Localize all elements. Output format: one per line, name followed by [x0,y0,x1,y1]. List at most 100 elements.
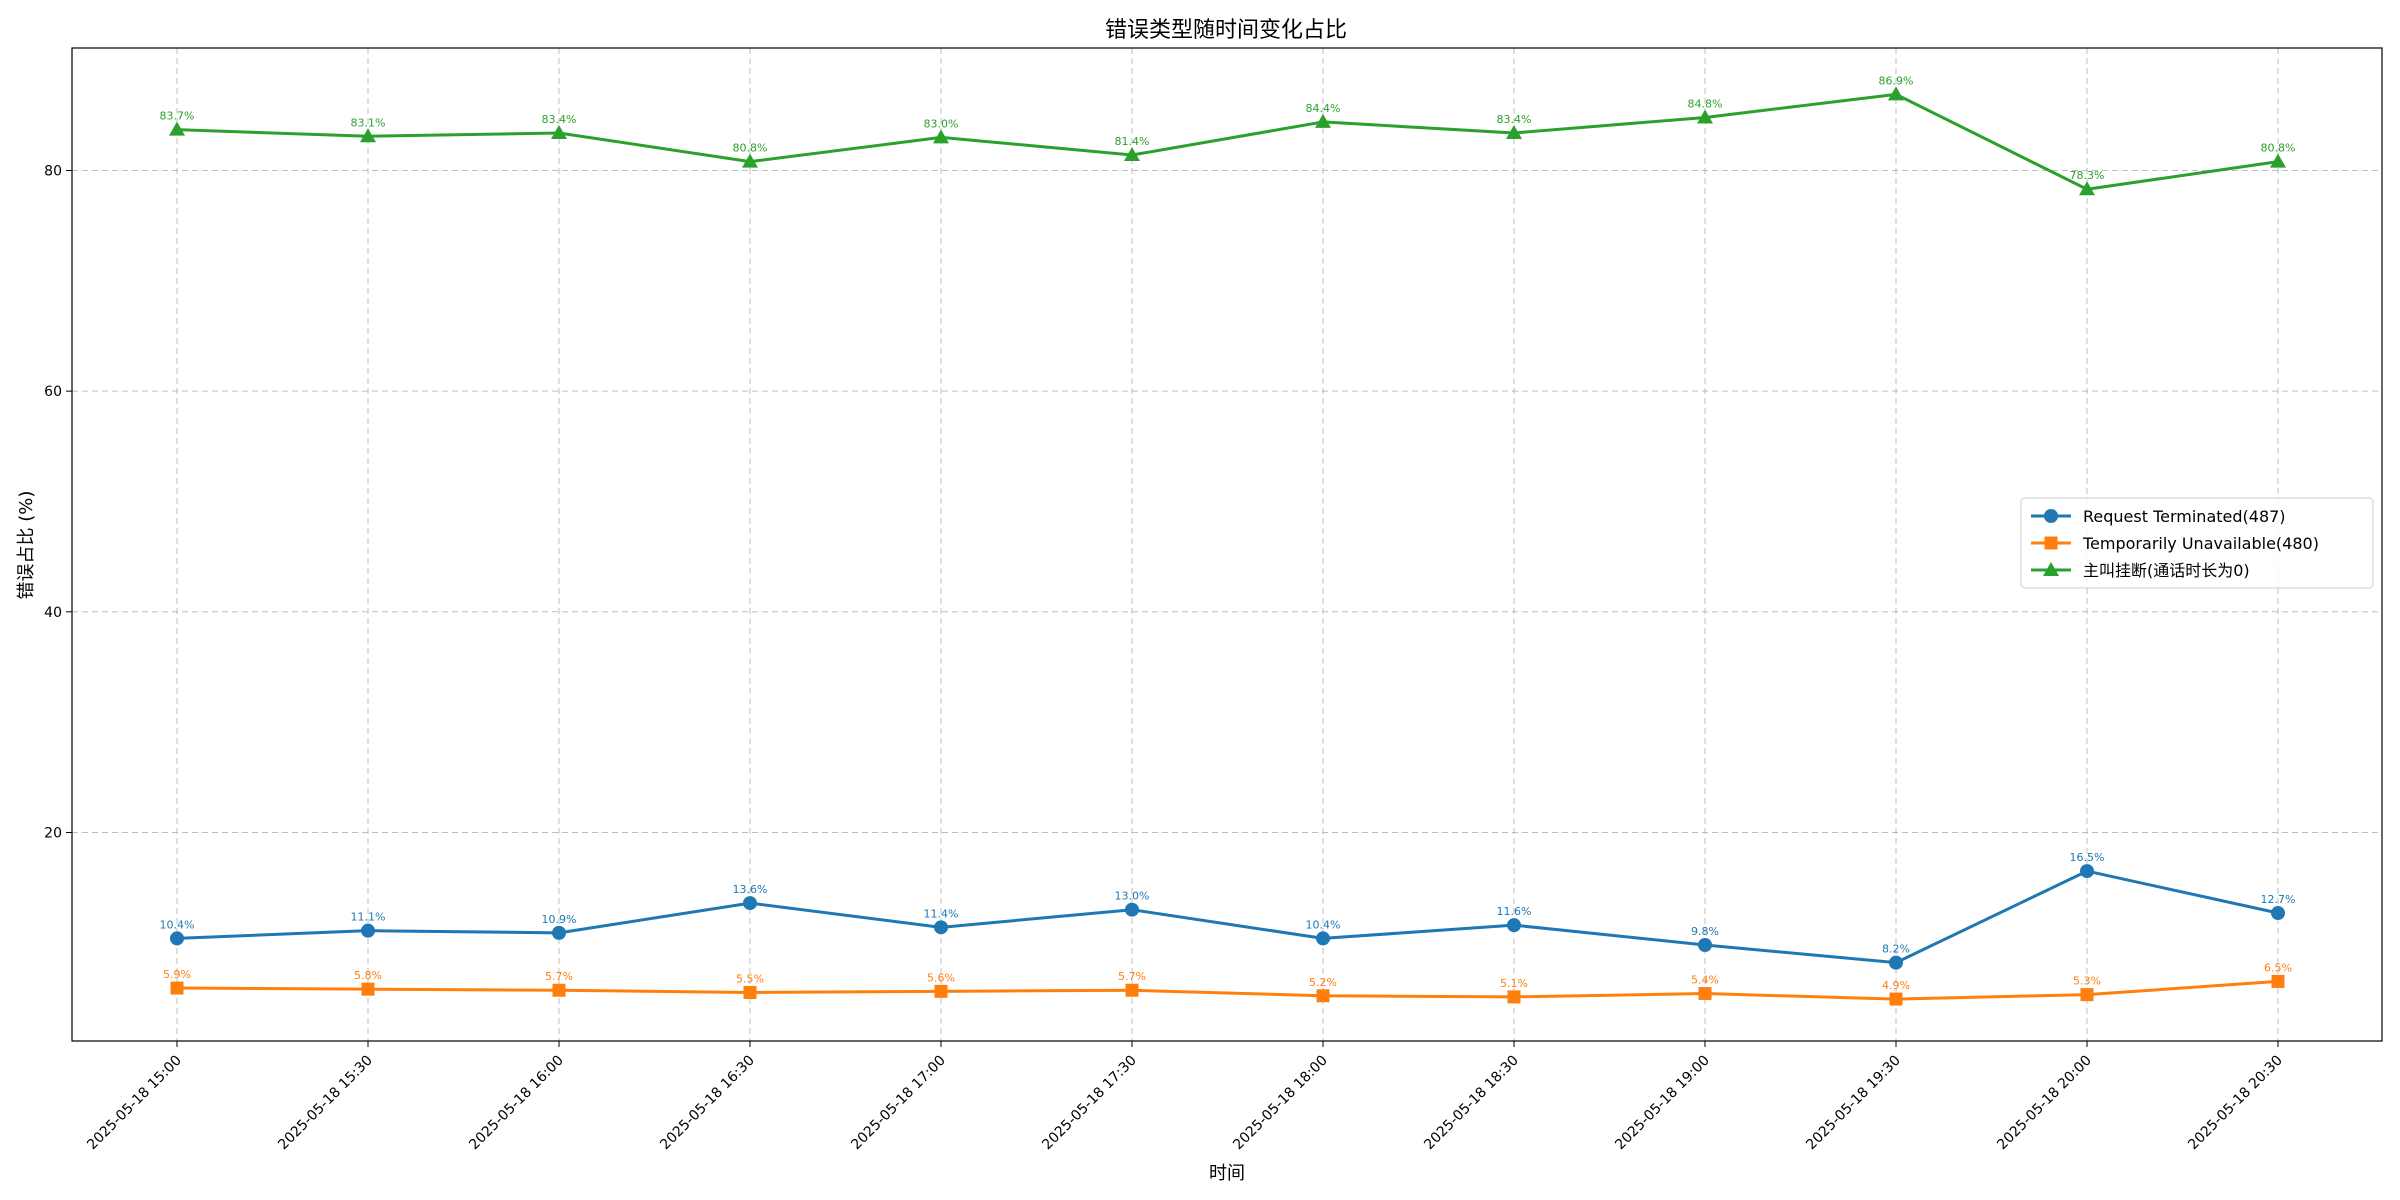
data-point [360,128,376,143]
data-label: 5.1% [1500,977,1528,990]
data-point [361,982,375,996]
data-label: 10.4% [1306,918,1341,931]
data-label: 11.1% [351,911,386,924]
data-point [1889,992,1903,1006]
legend-marker [2043,562,2059,576]
chart-title: 错误类型随时间变化占比 [1105,18,1347,43]
data-point [2080,988,2094,1002]
data-point [934,984,948,998]
data-label: 81.4% [1115,135,1150,148]
data-label: 78.3% [2070,169,2105,182]
series-line [176,979,2279,1001]
y-tick-label: 60 [44,384,62,400]
data-point [1698,938,1712,953]
data-label: 11.4% [924,907,959,920]
y-axis-label: 错误占比 (%) [16,491,37,600]
data-label: 84.8% [1688,98,1723,111]
x-tick-label: 2025-05-18 18:00 [1230,1053,1331,1154]
data-label: 5.7% [545,970,573,983]
data-point [2270,153,2286,168]
x-tick-label: 2025-05-18 20:00 [1994,1053,2095,1154]
series-1: 10.4% 11.1% 10.9% 13.6% 11.4% 13.0% 10.4% 11.6%… [160,851,2296,970]
legend: Request Terminated(487) Temporarily Unava… [2020,497,2374,589]
data-point [743,985,757,999]
data-label: 83.1% [351,116,386,129]
x-tick-label: 2025-05-18 17:30 [1039,1053,1140,1154]
data-label: 10.4% [160,918,195,931]
data-label: 83.4% [1497,113,1532,126]
data-label: 5.6% [927,971,955,984]
series-3: 83.7% 83.1% 83.4% 80.8% 83.0% 81.4% 84.4% 83.4%… [160,74,2296,196]
data-point [361,923,375,938]
data-point [552,983,566,997]
x-tick-label: 2025-05-18 18:30 [1421,1053,1522,1154]
data-point [551,124,567,139]
legend-label: Temporarily Unavailable(480) [2082,534,2319,553]
legend-item: Request Terminated(487) [2031,507,2286,526]
data-label: 5.8% [354,969,382,982]
data-label: 83.0% [924,117,959,130]
series-line [176,92,2279,191]
axis-layer: 2025-05-18 15:00 2025-05-18 15:30 2025-05-… [44,163,2286,1153]
data-point [743,896,757,911]
data-point [1316,931,1330,946]
data-point [933,129,949,144]
data-label: 83.4% [542,113,577,126]
series-line [176,869,2279,965]
data-point [170,931,184,946]
data-point [2080,864,2094,879]
data-label: 11.6% [1497,905,1532,918]
x-axis-label: 时间 [1209,1163,1245,1184]
data-label: 5.4% [1691,974,1719,987]
data-label: 83.7% [160,110,195,123]
legend-marker [2044,509,2058,523]
data-label: 5.2% [1309,976,1337,989]
plot-frame [71,47,2383,1042]
y-tick-label: 40 [44,605,62,621]
data-label: 12.7% [2261,893,2296,906]
data-point [1889,955,1903,970]
data-label: 5.3% [2073,975,2101,988]
data-label: 80.8% [2261,142,2296,155]
grid-layer [72,48,2382,1041]
data-label: 6.5% [2264,961,2292,974]
data-point [1316,989,1330,1003]
data-label: 9.8% [1691,925,1719,938]
x-tick-label: 2025-05-18 15:30 [275,1053,376,1154]
data-point [1125,983,1139,997]
x-tick-label: 2025-05-18 15:00 [84,1053,185,1154]
series-layer: 10.4% 11.1% 10.9% 13.6% 11.4% 13.0% 10.4% 11.6%… [160,74,2296,1006]
x-tick-label: 2025-05-18 19:00 [1612,1053,1713,1154]
data-point [1698,987,1712,1001]
data-label: 10.9% [542,913,577,926]
legend-item: 主叫挂断(通话时长为0) [2031,561,2250,580]
data-point [2271,974,2285,988]
y-tick-label: 80 [44,163,62,179]
y-tick-label: 20 [44,825,62,841]
data-label: 5.5% [736,972,764,985]
data-point [1125,902,1139,917]
x-tick-label: 2025-05-18 16:30 [657,1053,758,1154]
data-label: 13.6% [733,883,768,896]
data-point [2079,181,2095,196]
data-label: 16.5% [2070,851,2105,864]
data-label: 80.8% [733,142,768,155]
data-label: 5.7% [1118,970,1146,983]
data-point [1315,113,1331,128]
legend-marker [2044,536,2058,550]
data-point [2271,906,2285,921]
legend-label: 主叫挂断(通话时长为0) [2083,561,2250,580]
data-point [1506,124,1522,139]
legend-item: Temporarily Unavailable(480) [2031,534,2319,553]
data-point [1124,147,1140,162]
data-point [1507,918,1521,933]
data-point [1697,109,1713,124]
x-tick-label: 2025-05-18 16:00 [466,1053,567,1154]
data-point [552,925,566,940]
data-point [170,981,184,995]
data-label: 13.0% [1115,890,1150,903]
data-label: 4.9% [1882,979,1910,992]
legend-box [2020,497,2374,589]
data-label: 8.2% [1882,943,1910,956]
